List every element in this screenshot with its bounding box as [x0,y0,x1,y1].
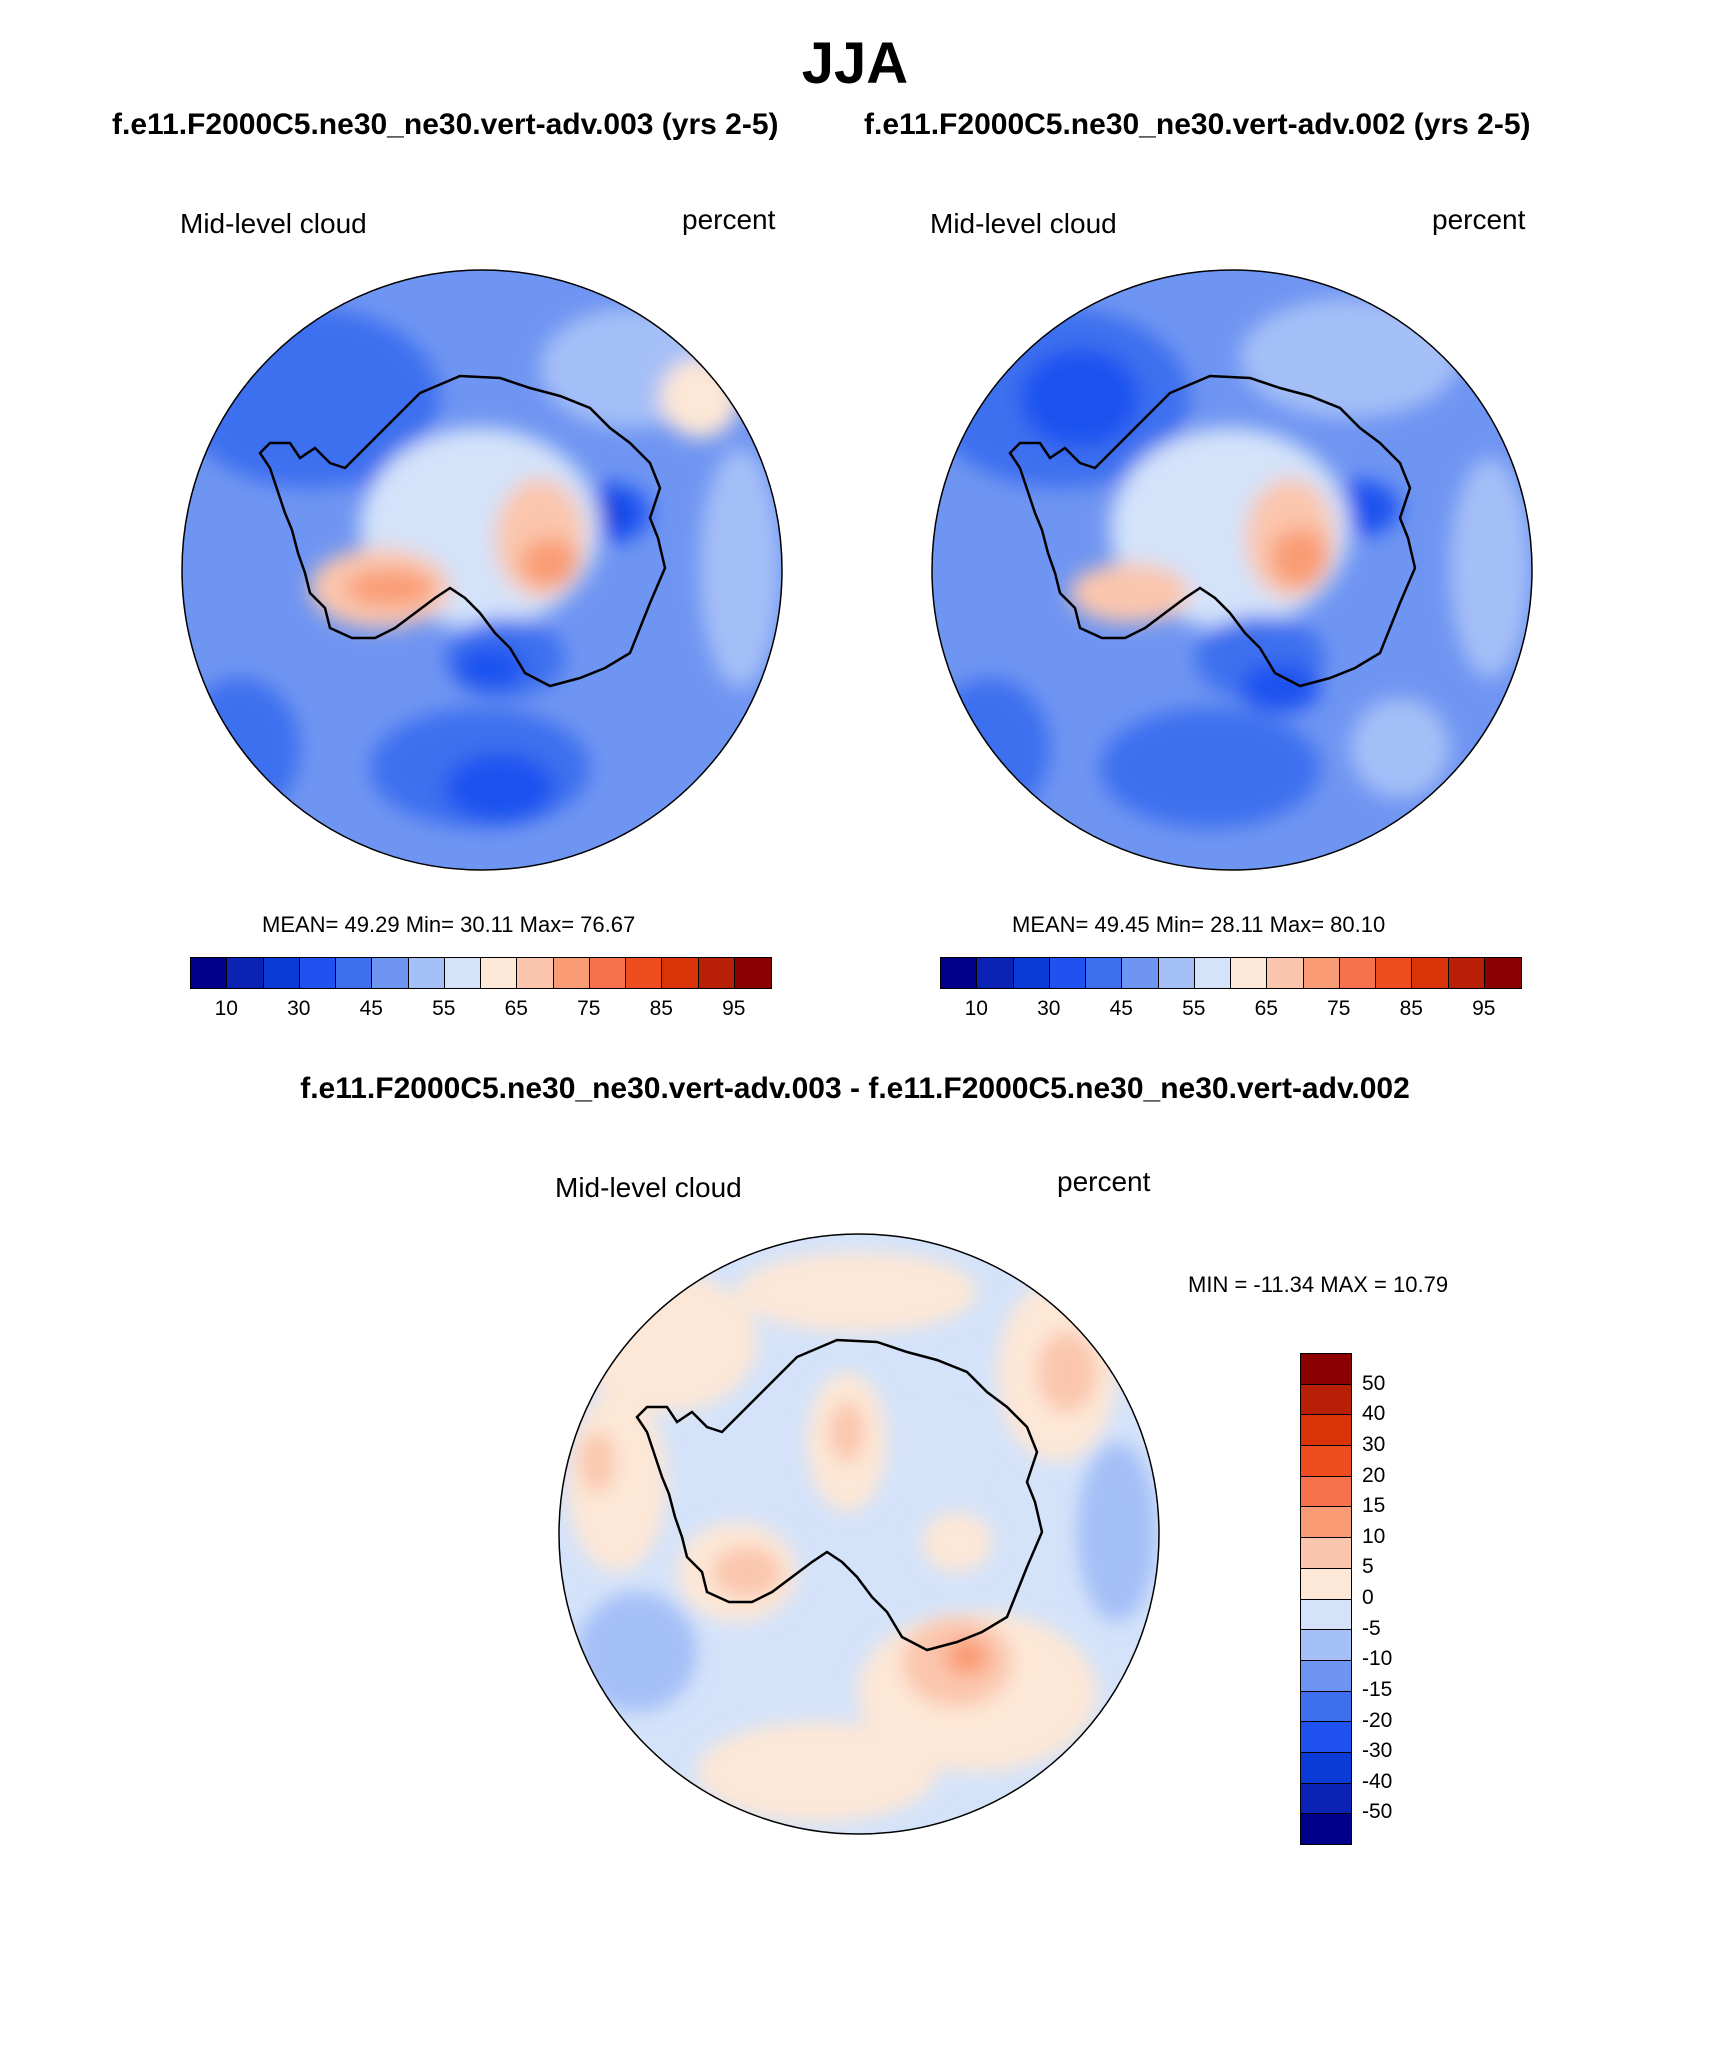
panel1-stats: MEAN= 49.29 Min= 30.11 Max= 76.67 [262,912,636,937]
colorbar-swatch [1412,958,1449,988]
panel1-polar-map [181,269,783,871]
colorbar-tick-label: 65 [504,997,528,1020]
colorbar-tick-label: -5 [1362,1616,1381,1640]
colorbar-tick-label: 85 [649,997,673,1020]
colorbar-tick-label: 85 [1399,997,1423,1020]
colorbar-swatch [1301,1722,1351,1753]
colorbar-tick-label: 50 [1362,1371,1386,1395]
colorbar-swatch [1301,1568,1351,1600]
colorbar-tick-label: 75 [577,997,601,1020]
colorbar-swatch [408,958,445,988]
colorbar-tick-label: 10 [214,997,238,1020]
panel2-variable-label: Mid-level cloud [930,208,1117,239]
colorbar-tick-label: 55 [432,997,456,1020]
colorbar-tick-label: -50 [1362,1800,1393,1824]
colorbar-swatch [1301,1415,1351,1447]
colorbar-swatch [1013,958,1050,988]
colorbar-swatch [941,958,978,988]
colorbar-swatch [1303,958,1340,988]
difference-title: f.e11.F2000C5.ne30_ne30.vert-adv.003 - f… [300,1072,1410,1105]
figure-title: JJA [801,31,909,96]
colorbar-swatch [734,958,771,988]
colorbar-swatch [299,958,336,988]
colorbar-tick-label: 0 [1362,1586,1374,1609]
colorbar-swatch [1301,1538,1351,1569]
colorbar-swatch [481,958,518,988]
colorbar-swatch [227,958,264,988]
colorbar-swatch [1484,958,1521,988]
panel2-units-label: percent [1432,204,1526,235]
colorbar-swatch [191,958,228,988]
panel1-variable-label: Mid-level cloud [180,208,367,239]
panel3-units-label: percent [1057,1166,1151,1197]
case1-title: f.e11.F2000C5.ne30_ne30.vert-adv.003 (yr… [112,108,779,141]
panel2-polar-map [931,269,1533,871]
panel3-variable-label: Mid-level cloud [555,1172,742,1203]
colorbar-swatch [1086,958,1123,988]
colorbar-swatch [1301,1384,1351,1416]
panel1-colorbar [190,957,772,989]
panel1-units-label: percent [682,204,776,235]
colorbar-swatch [1301,1599,1351,1631]
colorbar-swatch [1301,1507,1351,1539]
colorbar-swatch [626,958,663,988]
colorbar-swatch [1339,958,1376,988]
colorbar-tick-label: 20 [1362,1463,1386,1487]
colorbar-swatch [1301,1752,1351,1784]
colorbar-tick-label: 30 [1362,1432,1386,1456]
colorbar-swatch [977,958,1014,988]
colorbar-swatch [1231,958,1268,988]
colorbar-tick-label: -15 [1362,1677,1393,1701]
panel3-colorbar [1300,1353,1352,1845]
colorbar-swatch [1158,958,1195,988]
colorbar-tick-label: 55 [1182,997,1206,1020]
colorbar-tick-label: 45 [359,997,383,1020]
colorbar-swatch [372,958,409,988]
colorbar-tick-label: 30 [287,997,311,1020]
colorbar-swatch [662,958,699,988]
colorbar-tick-label: -20 [1362,1708,1393,1732]
colorbar-swatch [263,958,300,988]
colorbar-tick-label: 30 [1037,997,1061,1020]
panel3-stats: MIN = -11.34 MAX = 10.79 [1188,1272,1449,1297]
colorbar-tick-label: 45 [1109,997,1133,1020]
colorbar-swatch [336,958,373,988]
colorbar-swatch [1301,1691,1351,1723]
colorbar-swatch [1376,958,1413,988]
colorbar-tick-label: 10 [1362,1524,1386,1548]
colorbar-swatch [1301,1354,1351,1385]
panel2-stats: MEAN= 49.45 Min= 28.11 Max= 80.10 [1012,912,1386,937]
colorbar-swatch [1049,958,1086,988]
colorbar-tick-label: 65 [1254,997,1278,1020]
colorbar-swatch [1301,1476,1351,1508]
colorbar-swatch [1301,1630,1351,1661]
colorbar-swatch [589,958,626,988]
colorbar-tick-label: -10 [1362,1647,1393,1671]
colorbar-swatch [517,958,554,988]
colorbar-tick-label: 95 [722,997,746,1020]
colorbar-tick-label: -30 [1362,1739,1393,1763]
colorbar-swatch [1194,958,1231,988]
colorbar-swatch [1301,1783,1351,1815]
panel3-difference-map [558,1233,1160,1835]
colorbar-swatch [1301,1814,1351,1844]
panel2-colorbar [940,957,1522,989]
colorbar-swatch [444,958,481,988]
colorbar-tick-label: 95 [1472,997,1496,1020]
colorbar-swatch [1267,958,1304,988]
colorbar-tick-label: 5 [1362,1555,1374,1579]
colorbar-tick-label: -40 [1362,1769,1393,1793]
colorbar-swatch [1301,1446,1351,1477]
colorbar-tick-label: 10 [964,997,988,1020]
colorbar-tick-label: 75 [1327,997,1351,1020]
colorbar-tick-label: 40 [1362,1402,1386,1426]
colorbar-tick-label: 15 [1362,1494,1386,1518]
colorbar-swatch [1122,958,1159,988]
colorbar-swatch [1301,1660,1351,1692]
colorbar-swatch [698,958,735,988]
colorbar-swatch [553,958,590,988]
colorbar-swatch [1448,958,1485,988]
case2-title: f.e11.F2000C5.ne30_ne30.vert-adv.002 (yr… [864,108,1531,141]
